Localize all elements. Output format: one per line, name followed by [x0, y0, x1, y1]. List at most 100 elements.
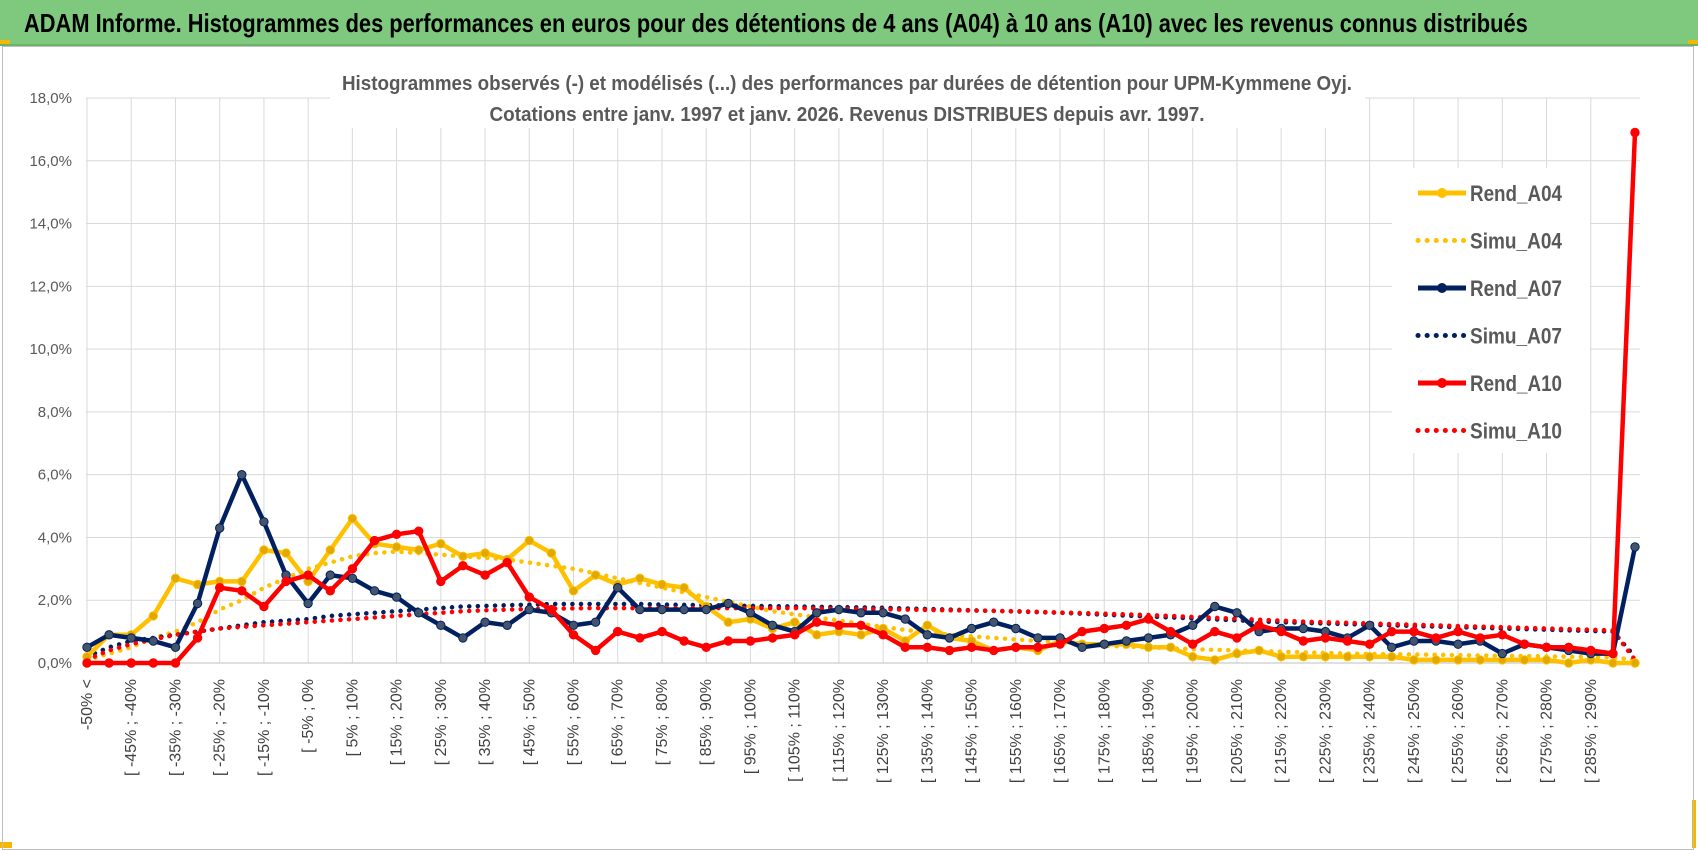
point-Rend_A10: [1188, 639, 1198, 649]
point-Rend_A04: [1320, 652, 1331, 662]
point-Rend_A10: [1320, 633, 1331, 643]
point-Rend_A07: [767, 620, 778, 630]
point-Rend_A10: [590, 645, 601, 656]
point-Rend_A04: [1541, 655, 1552, 665]
x-tick-label: [ 165% ; 170%: [1052, 679, 1069, 783]
point-Rend_A10: [369, 535, 380, 546]
point-Rend_A10: [1630, 127, 1640, 138]
point-Rend_A07: [391, 592, 402, 602]
point-Rend_A10: [259, 601, 269, 612]
y-tick-label: 8,0%: [38, 404, 72, 421]
point-Rend_A10: [856, 620, 866, 630]
point-Rend_A04: [790, 617, 800, 627]
x-tick-label: [ -15% ; -10%: [256, 679, 273, 776]
legend-item-Simu_A07: Simu_A07: [1415, 324, 1562, 349]
point-Rend_A10: [546, 604, 557, 615]
point-Rend_A04: [1342, 652, 1353, 662]
y-tick-label: 6,0%: [38, 467, 72, 484]
point-Rend_A04: [480, 548, 490, 558]
point-Rend_A07: [480, 617, 490, 627]
point-Rend_A07: [414, 608, 424, 618]
point-Rend_A10: [1608, 648, 1618, 659]
point-Rend_A07: [1298, 623, 1309, 634]
point-Rend_A04: [590, 570, 601, 580]
point-Rend_A04: [635, 573, 645, 583]
point-Rend_A04: [1431, 655, 1441, 665]
point-Rend_A04: [1453, 655, 1463, 665]
point-Rend_A10: [104, 658, 114, 668]
y-tick-label: 2,0%: [38, 592, 72, 609]
point-Rend_A07: [192, 598, 203, 609]
point-Rend_A10: [900, 642, 910, 652]
point-Rend_A04: [148, 611, 159, 621]
point-Rend_A07: [347, 573, 358, 583]
point-Rend_A07: [635, 604, 645, 615]
point-Rend_A07: [524, 604, 534, 615]
point-Rend_A04: [1188, 652, 1198, 662]
point-Rend_A04: [347, 513, 358, 524]
point-Rend_A07: [1232, 608, 1242, 618]
chart-title-line-1: Histogrammes observés (-) et modélisés (…: [342, 73, 1352, 95]
point-Rend_A04: [524, 535, 534, 546]
y-tick-label: 18,0%: [29, 90, 72, 107]
point-Rend_A04: [170, 573, 181, 583]
corner-mark-top-right: [1688, 40, 1698, 44]
point-Rend_A07: [325, 570, 335, 580]
x-tick-label: [ 255% ; 260%: [1450, 679, 1467, 783]
point-Rend_A07: [1630, 542, 1640, 552]
point-Rend_A07: [303, 598, 313, 609]
point-Rend_A04: [1276, 652, 1286, 662]
point-Rend_A10: [1077, 626, 1087, 637]
point-Rend_A07: [989, 617, 999, 627]
chart-frame: [2, 46, 1694, 850]
x-axis: -50% < [ -45% ; -40% [ -35% ; -30% [ -25% ;…: [79, 662, 1640, 783]
x-tick-label: [ 235% ; 240%: [1362, 679, 1379, 783]
legend-background: [1392, 168, 1590, 453]
point-Rend_A10: [1541, 642, 1552, 652]
x-tick-label: [ 215% ; 220%: [1273, 679, 1290, 783]
point-Rend_A10: [944, 645, 955, 656]
corner-mark-bottom-right: [1692, 800, 1696, 848]
point-Rend_A07: [812, 608, 822, 618]
point-Rend_A04: [1409, 655, 1419, 665]
y-tick-label: 0,0%: [38, 655, 72, 672]
point-Rend_A04: [391, 542, 402, 552]
point-Rend_A07: [1453, 639, 1463, 649]
x-tick-label: [ 285% ; 290%: [1583, 679, 1600, 783]
point-Rend_A07: [657, 604, 667, 615]
legend-item-Rend_A04: Rend_A04: [1418, 181, 1563, 206]
x-tick-label: [ 45% ; 50%: [521, 679, 538, 765]
chart-title-group: Histogrammes observés (-) et modélisés (…: [330, 66, 1365, 128]
point-Rend_A10: [657, 626, 667, 637]
point-Rend_A10: [834, 620, 844, 630]
point-Rend_A10: [480, 570, 490, 580]
point-Rend_A10: [1033, 642, 1043, 652]
point-Rend_A10: [303, 570, 313, 580]
point-Rend_A07: [701, 604, 711, 615]
point-Rend_A10: [635, 633, 645, 643]
point-Rend_A10: [281, 576, 291, 587]
point-Rend_A04: [1364, 652, 1375, 662]
x-tick-label: [ 125% ; 130%: [875, 679, 892, 783]
point-Rend_A10: [1232, 633, 1242, 643]
point-Rend_A04: [1165, 642, 1176, 652]
point-Rend_A04: [1564, 658, 1574, 668]
x-tick-label: [ 275% ; 280%: [1539, 679, 1556, 783]
x-tick-label: [ 55% ; 60%: [566, 679, 583, 765]
legend-label: Rend_A04: [1470, 181, 1563, 206]
point-Rend_A10: [679, 636, 689, 646]
point-Rend_A04: [1232, 648, 1242, 659]
point-Rend_A10: [1254, 620, 1264, 630]
point-Rend_A04: [1608, 658, 1618, 668]
point-Rend_A10: [1453, 626, 1463, 637]
point-Rend_A04: [1143, 642, 1154, 652]
point-Rend_A10: [613, 626, 623, 637]
chart-title-background: [330, 66, 1365, 128]
point-Rend_A10: [989, 645, 999, 656]
x-tick-label: [ 155% ; 160%: [1008, 679, 1025, 783]
point-Rend_A07: [1387, 642, 1397, 652]
y-tick-label: 4,0%: [38, 529, 72, 546]
x-tick-label: [ 35% ; 40%: [477, 679, 494, 765]
point-Rend_A10: [524, 592, 534, 602]
